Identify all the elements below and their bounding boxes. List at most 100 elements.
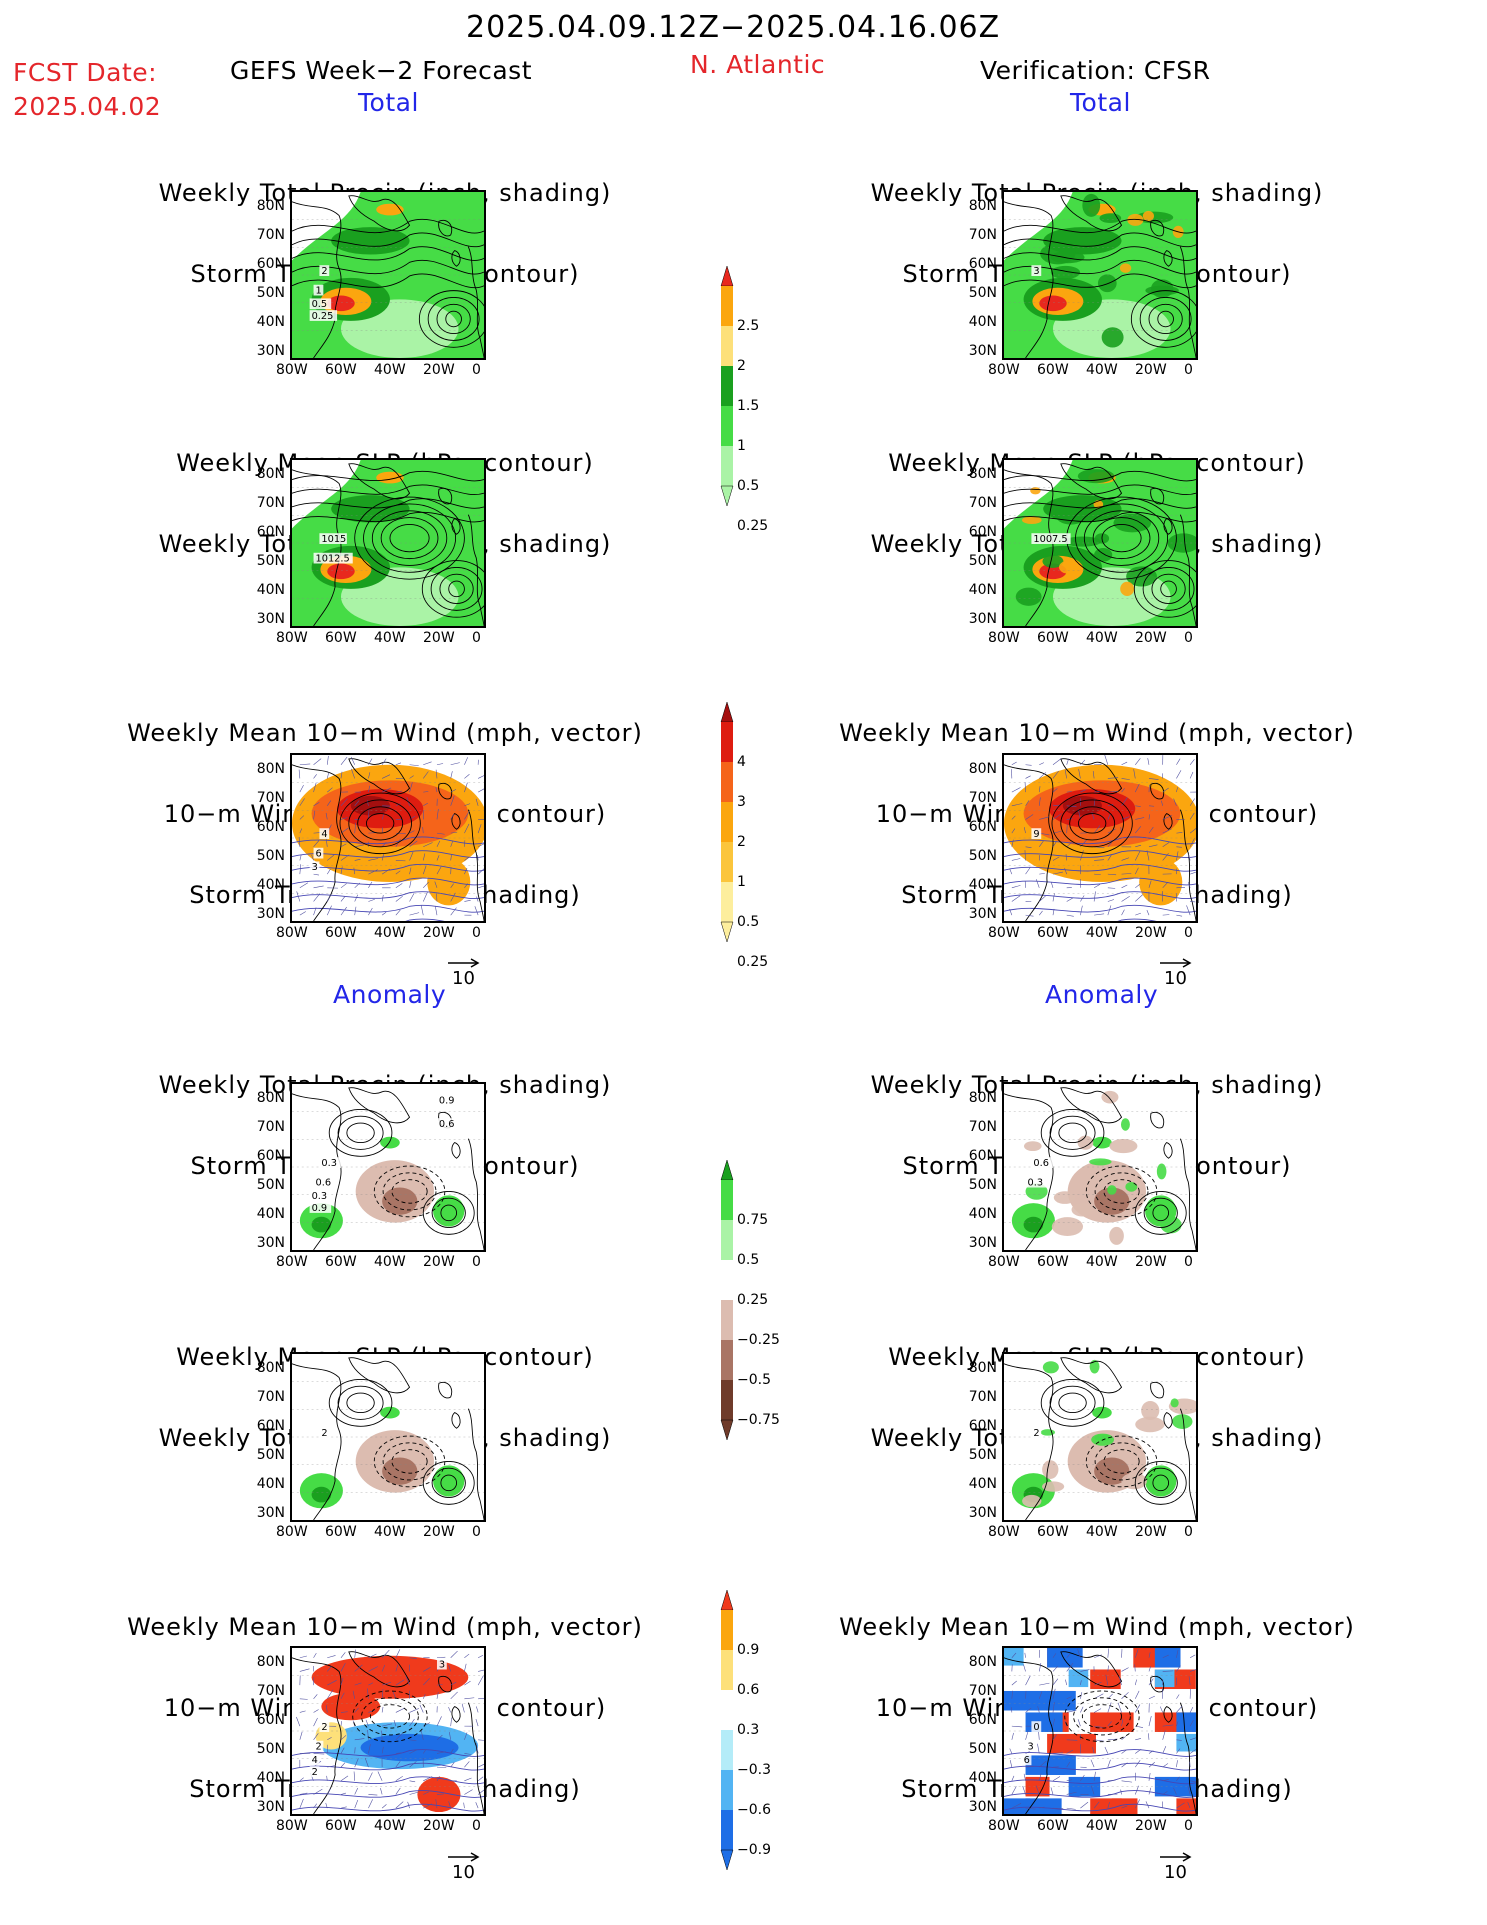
wind-vector (353, 1771, 355, 1781)
wind-vector (477, 788, 484, 793)
contour-line (1142, 566, 1195, 611)
wind-vector (1011, 858, 1021, 861)
wind-vector (1188, 882, 1191, 888)
lon-tick-label: 0 (1184, 630, 1193, 646)
wind-vector (1011, 1680, 1017, 1686)
wind-vector (340, 1806, 347, 1809)
wind-vector (475, 798, 479, 806)
shading-cell (1154, 1648, 1181, 1668)
lat-tick-label: 80N (968, 1090, 997, 1106)
contour-label: 3 (1033, 266, 1039, 277)
wind-vector (1052, 813, 1062, 820)
wind-vector (1190, 1780, 1196, 1783)
wind-vector (313, 1709, 319, 1713)
wind-vector (450, 762, 460, 766)
wind-vector (423, 761, 432, 766)
contour-label: 0.9 (439, 1096, 455, 1107)
lon-tick-label: 20W (1135, 925, 1167, 941)
wind-vector (477, 1675, 484, 1686)
colorbar-tip (720, 1849, 734, 1871)
wind-vector (1050, 1787, 1054, 1795)
wind-vector (326, 1775, 328, 1781)
wind-vector (1066, 914, 1074, 917)
wind-vector (464, 900, 471, 902)
shading-blob (1082, 193, 1101, 217)
map-cfsr-anom-slp: 2 (1002, 1352, 1198, 1522)
wind-vector (450, 840, 454, 847)
colorbar-segment (721, 326, 733, 366)
wind-vector (1107, 813, 1111, 820)
title-line: Weekly Mean 10−m Wind (mph, vector) (839, 1613, 1355, 1641)
colorbar-label: 0.5 (737, 1252, 760, 1268)
wind-vector (1121, 1736, 1127, 1741)
wind-vector (381, 813, 385, 820)
coastline (1150, 1381, 1165, 1399)
wind-vector (1148, 1772, 1151, 1781)
wind-vector (436, 1656, 446, 1659)
wind-vector (1066, 1807, 1076, 1810)
contour-line (431, 1197, 466, 1228)
wind-vector (298, 836, 301, 847)
lon-tick-label: 60W (325, 362, 357, 378)
colorbar-label: 0.3 (737, 1722, 760, 1738)
wind-vector (313, 1694, 318, 1699)
shading-dry (292, 460, 361, 529)
wind-vector (1052, 1688, 1056, 1699)
wind-vector (1135, 1748, 1142, 1754)
shading-cell (1090, 1798, 1122, 1814)
wind-vector (1176, 770, 1182, 779)
wind-vector (1066, 1696, 1072, 1700)
wind-vector (1064, 867, 1067, 875)
wind-vector (354, 859, 361, 861)
shading-cell (1004, 1648, 1024, 1666)
wind-vector (1107, 873, 1117, 876)
wind-vector (1107, 1648, 1109, 1658)
wind-vector (313, 1803, 317, 1809)
wind-vector (475, 1802, 479, 1809)
wind-vector (1090, 1759, 1095, 1768)
map-gefs-anom-precip: 0.3 0.6 0.3 0.9 0.9 0.6 (290, 1082, 486, 1252)
contour-line (380, 517, 439, 560)
coastline (348, 195, 411, 232)
wind-vector (1189, 798, 1195, 806)
wind-vector (1025, 800, 1030, 806)
wind-vector (395, 1801, 404, 1809)
lat-tick-label: 50N (968, 848, 997, 864)
shading-cell (1154, 1776, 1196, 1797)
contour-line (1139, 297, 1192, 341)
lat-tick-label: 30N (968, 343, 997, 359)
wind-vector (1009, 1760, 1013, 1768)
wind-vector (435, 906, 438, 916)
coastline (292, 201, 342, 358)
lat-tick-label: 40N (256, 877, 285, 893)
wind-vector (409, 893, 415, 902)
left-anomaly-label: Anomaly (333, 980, 447, 1009)
wind-vector (423, 791, 429, 793)
wind-vector (364, 1757, 369, 1768)
contour-line (1004, 891, 1196, 899)
wind-vector (1176, 832, 1183, 834)
wind-vector (354, 800, 360, 806)
map-gefs-total-slp: 1015 1012.5 (290, 458, 486, 628)
right-total-label: Total (1070, 88, 1131, 117)
wind-vector (1189, 759, 1195, 765)
wind-vector (423, 881, 429, 888)
wind-vector (368, 758, 373, 765)
colorbar-tip (720, 921, 734, 943)
wind-vector (409, 1657, 417, 1659)
wind-vector (477, 868, 484, 875)
region-title: N. Atlantic (690, 50, 826, 79)
wind-vector (423, 802, 429, 807)
contour-line (1004, 470, 1196, 482)
colorbar-segment (721, 802, 733, 842)
wind-vector (327, 800, 332, 806)
wind-vector (1107, 1702, 1112, 1713)
wind-vector (340, 1662, 346, 1672)
colorbar-label: 0.75 (737, 1212, 769, 1228)
lat-tick-label: 50N (256, 285, 285, 301)
contour-label: 2 (312, 1767, 318, 1778)
wind-vector (1107, 1738, 1118, 1741)
wind-vector (422, 827, 424, 834)
lat-tick-label: 30N (256, 611, 285, 627)
contour-label: 4 (312, 1755, 318, 1766)
